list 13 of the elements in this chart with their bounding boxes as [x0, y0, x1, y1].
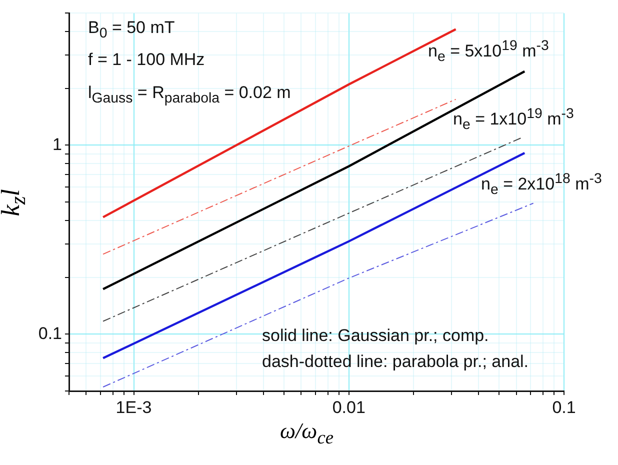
x-axis-title: ω/ω$_{ce}$ [280, 418, 334, 448]
annotation: l$_{Gauss}$ = R$_{parabola}$ = 0.02 m [88, 83, 291, 106]
annotation: dash-dotted line: parabola pr.; anal. [262, 352, 529, 372]
annotation: solid line: Gaussian pr.; comp. [262, 326, 489, 346]
x-tick-label: 0.1 [552, 398, 576, 417]
annotation: B$_{0}$ = 50 mT [88, 18, 175, 42]
annotation: n$_{e}$ = 1x10$^{19}$ m$^{-3}$ [453, 106, 574, 134]
annotation: f = 1 - 100 MHz [88, 50, 205, 70]
annotation: n$_{e}$ = 2x10$^{18}$ m$^{-3}$ [481, 171, 602, 198]
x-tick-label: 1E-3 [116, 398, 152, 417]
x-tick-label: 0.01 [332, 398, 366, 417]
annotation: n$_{e}$ = 5x10$^{19}$ m$^{-3}$ [428, 38, 549, 66]
y-tick-label: 1 [52, 134, 62, 154]
